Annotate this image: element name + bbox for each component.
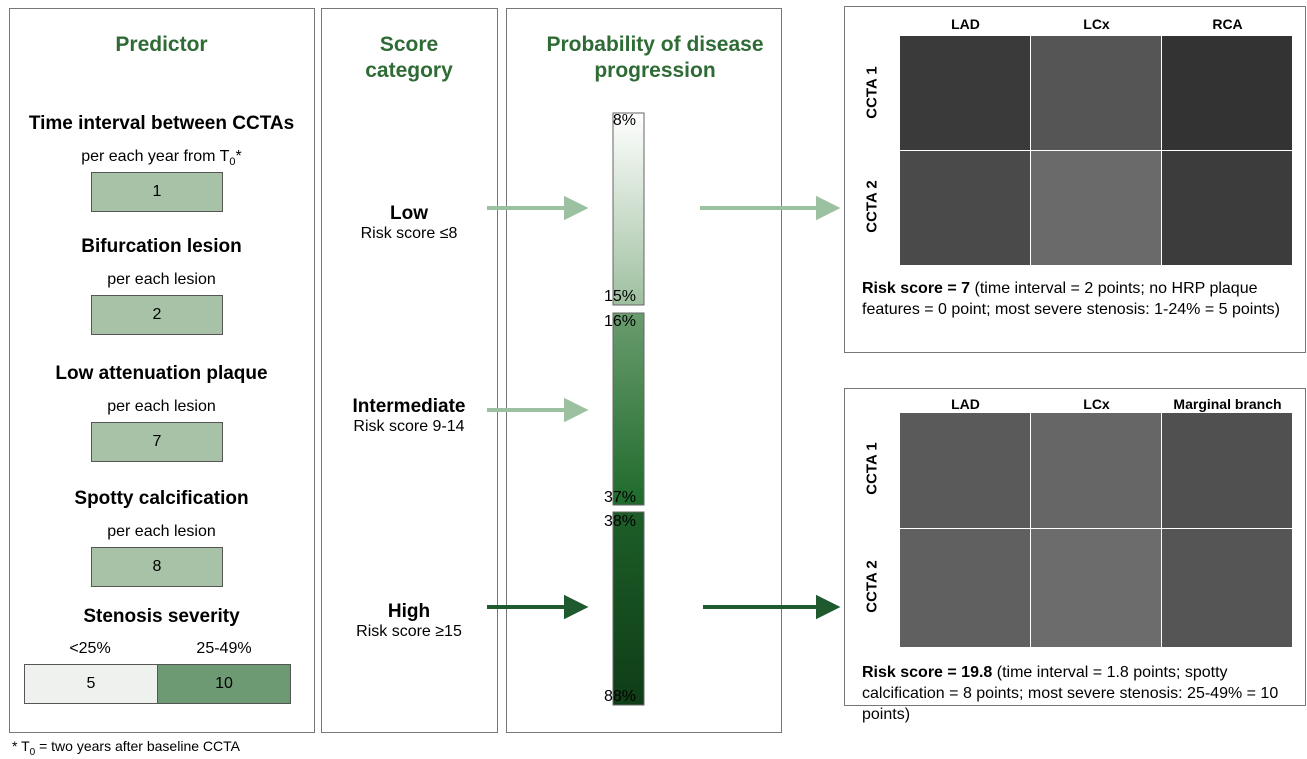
- ct-image: [1162, 151, 1292, 265]
- ct-image: [1162, 413, 1292, 528]
- figure: Predictor Score category Probability of …: [0, 0, 1307, 759]
- row-label: CCTA 2: [864, 167, 881, 247]
- band-top: 38%: [576, 513, 636, 531]
- band-bottom: 15%: [576, 288, 636, 306]
- column-label: LCx: [1031, 16, 1162, 32]
- ct-image: [1162, 529, 1292, 647]
- ct-image: [1031, 413, 1161, 528]
- ct-image: [1031, 151, 1161, 265]
- arrows-high: [487, 598, 836, 616]
- band-top: 8%: [576, 112, 636, 130]
- risk-text: Risk score = 19.8 (time interval = 1.8 p…: [862, 662, 1294, 725]
- footnote: * T0 = two years after baseline CCTA: [12, 738, 240, 758]
- column-label: LAD: [900, 396, 1031, 412]
- risk-text: Risk score = 7 (time interval = 2 points…: [862, 278, 1294, 320]
- footnote-text: = two years after baseline CCTA: [35, 738, 240, 754]
- column-label: Marginal branch: [1150, 396, 1305, 412]
- row-label: CCTA 1: [864, 429, 881, 509]
- footnote-mark: * T: [12, 738, 30, 754]
- probability-band: [613, 512, 644, 705]
- ct-image: [1162, 36, 1292, 150]
- ct-image: [900, 529, 1030, 647]
- risk-score: Risk score = 7: [862, 280, 970, 297]
- ct-image: [900, 151, 1030, 265]
- row-label: CCTA 1: [864, 53, 881, 133]
- arrows-low: [487, 199, 836, 419]
- ct-image: [1031, 529, 1161, 647]
- column-label: RCA: [1162, 16, 1293, 32]
- ct-image: [900, 413, 1030, 528]
- risk-score: Risk score = 19.8: [862, 664, 992, 681]
- row-label: CCTA 2: [864, 547, 881, 627]
- probability-band: [613, 113, 644, 305]
- band-bottom: 88%: [576, 688, 636, 706]
- band-top: 16%: [576, 313, 636, 331]
- ct-image: [900, 36, 1030, 150]
- probability-band: [613, 313, 644, 505]
- column-label: LCx: [1031, 396, 1162, 412]
- band-bottom: 37%: [576, 489, 636, 507]
- ct-image: [1031, 36, 1161, 150]
- column-label: LAD: [900, 16, 1031, 32]
